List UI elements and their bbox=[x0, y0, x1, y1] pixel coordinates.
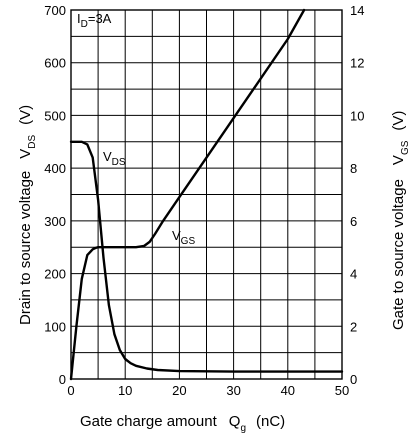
y-right-tick-label: 12 bbox=[350, 56, 364, 71]
y-left-tick-label: 500 bbox=[44, 108, 66, 123]
y-right-tick-label: 8 bbox=[350, 161, 357, 176]
y-right-tick-label: 2 bbox=[350, 319, 357, 334]
y-left-tick-label: 400 bbox=[44, 161, 66, 176]
vds-series-label: VDS bbox=[103, 149, 126, 168]
y-left-tick-label: 200 bbox=[44, 267, 66, 282]
vgs-series-label: VGS bbox=[172, 228, 195, 247]
y-right-tick-label: 10 bbox=[350, 108, 364, 123]
y-right-tick-label: 6 bbox=[350, 214, 357, 229]
y-right-tick-label: 4 bbox=[350, 267, 357, 282]
x-tick-label: 40 bbox=[281, 383, 295, 398]
x-tick-label: 0 bbox=[67, 383, 74, 398]
x-axis-label: Gate charge amount Qg (nC) bbox=[80, 413, 285, 434]
x-tick-label: 20 bbox=[172, 383, 186, 398]
y-left-tick-label: 0 bbox=[59, 372, 66, 387]
y-left-tick-label: 700 bbox=[44, 3, 66, 18]
y-left-tick-label: 300 bbox=[44, 214, 66, 229]
vds-curve bbox=[69, 140, 344, 373]
tick-labels: 0 10 20 30 40 5001002003004005006007000246810… bbox=[44, 3, 364, 398]
y-left-tick-label: 600 bbox=[44, 56, 66, 71]
y-left-axis-label: Drain to source voltageVDS(V) bbox=[17, 105, 38, 325]
x-tick-label: 10 bbox=[118, 383, 132, 398]
current-annotation: ID=3A bbox=[77, 11, 112, 30]
vgs-curve bbox=[69, 8, 306, 381]
y-right-axis-label: Gate to source voltageVGS(V) bbox=[390, 111, 411, 330]
y-left-tick-label: 100 bbox=[44, 319, 66, 334]
plot-frame bbox=[70, 9, 343, 380]
x-tick-label: 30 bbox=[226, 383, 240, 398]
grid bbox=[70, 9, 343, 380]
x-tick-label: 50 bbox=[335, 383, 349, 398]
curves bbox=[69, 8, 344, 381]
y-right-tick-label: 14 bbox=[350, 3, 364, 18]
y-right-tick-label: 0 bbox=[350, 372, 357, 387]
